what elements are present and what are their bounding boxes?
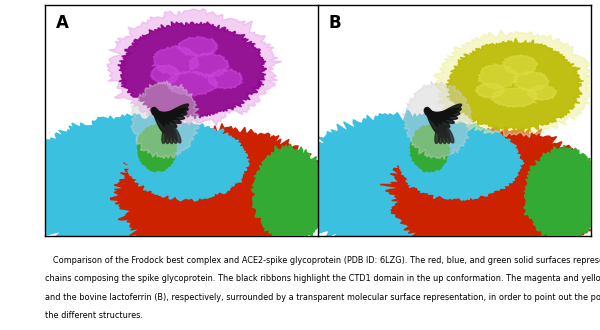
Polygon shape — [107, 9, 282, 127]
Polygon shape — [177, 36, 218, 56]
Ellipse shape — [424, 109, 450, 127]
Ellipse shape — [151, 111, 181, 123]
Text: and the bovine lactoferrin (B), respectively, surrounded by a transparent molecu: and the bovine lactoferrin (B), respecti… — [45, 293, 600, 302]
Polygon shape — [152, 46, 199, 75]
Ellipse shape — [152, 112, 185, 119]
Ellipse shape — [444, 126, 454, 143]
Ellipse shape — [435, 125, 442, 144]
Polygon shape — [189, 52, 229, 78]
Polygon shape — [131, 81, 199, 158]
Text: B: B — [329, 14, 341, 32]
Polygon shape — [251, 145, 331, 243]
Ellipse shape — [167, 125, 173, 144]
Ellipse shape — [426, 107, 439, 134]
Polygon shape — [380, 126, 600, 263]
Ellipse shape — [425, 108, 445, 131]
Polygon shape — [478, 64, 519, 89]
Polygon shape — [434, 30, 594, 138]
Polygon shape — [503, 55, 538, 75]
Text: Comparison of the Frodock best complex and ACE2-spike glycoprotein (PDB ID: 6LZG: Comparison of the Frodock best complex a… — [45, 256, 600, 265]
Polygon shape — [110, 124, 334, 263]
Ellipse shape — [427, 112, 460, 118]
Ellipse shape — [438, 125, 443, 144]
Polygon shape — [475, 83, 505, 98]
Polygon shape — [118, 21, 266, 119]
Ellipse shape — [153, 107, 166, 134]
Polygon shape — [399, 123, 524, 200]
Ellipse shape — [440, 125, 446, 144]
Ellipse shape — [434, 104, 461, 121]
Ellipse shape — [161, 104, 188, 121]
Polygon shape — [410, 125, 450, 172]
Ellipse shape — [425, 112, 458, 119]
Polygon shape — [283, 110, 532, 261]
Ellipse shape — [430, 108, 461, 119]
Polygon shape — [151, 64, 179, 85]
Ellipse shape — [424, 111, 454, 123]
Polygon shape — [527, 85, 557, 100]
Ellipse shape — [154, 112, 187, 118]
Ellipse shape — [157, 108, 188, 119]
Polygon shape — [491, 88, 538, 108]
Ellipse shape — [171, 126, 181, 143]
Polygon shape — [208, 69, 243, 89]
Polygon shape — [167, 71, 218, 96]
Text: A: A — [56, 14, 69, 32]
Ellipse shape — [152, 108, 172, 131]
Text: the different structures.: the different structures. — [45, 312, 143, 320]
Text: chains composing the spike glycoprotein. The black ribbons highlight the CTD1 do: chains composing the spike glycoprotein.… — [45, 274, 600, 283]
Polygon shape — [524, 145, 600, 241]
Ellipse shape — [151, 109, 177, 127]
Polygon shape — [125, 123, 249, 201]
Polygon shape — [10, 114, 255, 261]
Polygon shape — [402, 81, 472, 160]
Ellipse shape — [443, 125, 450, 143]
Polygon shape — [446, 38, 584, 132]
Ellipse shape — [170, 125, 177, 143]
Polygon shape — [513, 72, 550, 91]
Ellipse shape — [162, 125, 169, 144]
Polygon shape — [137, 124, 176, 172]
Ellipse shape — [165, 125, 170, 144]
